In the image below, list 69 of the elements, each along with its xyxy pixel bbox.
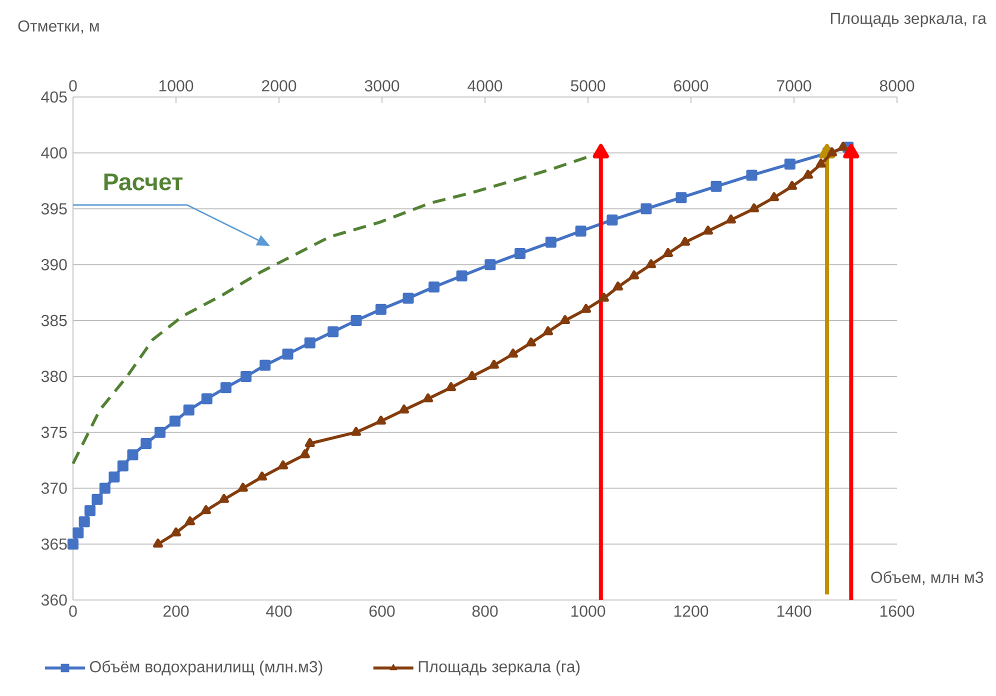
point [402, 292, 414, 304]
legend-label: Площадь зеркала (га) [418, 660, 580, 676]
point [746, 170, 758, 181]
point [99, 482, 110, 494]
y-tick-label: 375 [41, 426, 67, 438]
point [84, 505, 96, 516]
y-tick-label: 390 [41, 259, 67, 270]
legend-label: Объём водохранилищ (млн.м3) [90, 660, 322, 676]
point [484, 259, 496, 270]
point [140, 438, 152, 450]
point [92, 494, 103, 505]
point [456, 270, 468, 282]
y-tick-label: 365 [41, 538, 67, 550]
point [575, 226, 586, 237]
point [68, 538, 78, 550]
y-tick-label: 370 [41, 482, 67, 494]
x-axis-title: Объем, млн м3 [871, 571, 984, 585]
point [78, 516, 90, 528]
point [117, 460, 128, 472]
point [350, 315, 362, 326]
y-tick-label: 385 [41, 314, 67, 326]
x-tick-label: 1600 [880, 606, 914, 617]
point [108, 472, 120, 483]
x2-tick-label: 5000 [570, 80, 606, 92]
y-tick-label: 360 [41, 594, 67, 606]
x2-tick-label: 3000 [364, 80, 400, 92]
x-tick-label: 1200 [674, 606, 708, 617]
x2-tick-label: 4000 [468, 80, 502, 92]
point [304, 337, 316, 348]
point [183, 404, 194, 416]
x-tick-label: 800 [472, 606, 498, 617]
point [201, 393, 212, 404]
y-tick-label: 395 [41, 203, 67, 214]
x-tick-label: 400 [266, 606, 292, 617]
y-axis-title: Отметки, м [18, 20, 99, 34]
x2-tick-label: 1000 [159, 80, 194, 92]
point [606, 214, 618, 226]
x-tick-label: 0 [69, 606, 77, 617]
point [676, 192, 687, 204]
x2-tick-label: 7000 [777, 80, 812, 92]
point [260, 360, 271, 371]
x2-tick-label: 8000 [880, 80, 914, 92]
x2-tick-label: 2000 [262, 80, 296, 92]
x-tick-label: 1400 [777, 606, 812, 617]
point [784, 158, 796, 170]
x-tick-label: 600 [369, 606, 395, 617]
y-tick-label: 380 [41, 370, 67, 382]
point [72, 527, 84, 538]
y-tick-label: 405 [41, 91, 67, 103]
point [640, 203, 652, 214]
point [282, 348, 294, 360]
x-tick-label: 200 [163, 606, 189, 617]
x2-tick-label: 0 [69, 80, 77, 92]
point [545, 236, 556, 248]
point [169, 416, 180, 427]
x2-axis-title: Площадь зеркала, га [830, 12, 986, 28]
point [514, 248, 526, 259]
point [375, 304, 386, 315]
y-tick-label: 400 [41, 147, 67, 159]
point [240, 370, 252, 382]
point [127, 449, 138, 460]
point [428, 282, 440, 293]
point [154, 426, 166, 438]
x2-tick-label: 6000 [674, 80, 708, 92]
x-tick-label: 1000 [571, 606, 606, 617]
point [710, 180, 722, 192]
point [220, 382, 232, 394]
point [328, 326, 339, 338]
annotation: Расчет [104, 174, 183, 190]
